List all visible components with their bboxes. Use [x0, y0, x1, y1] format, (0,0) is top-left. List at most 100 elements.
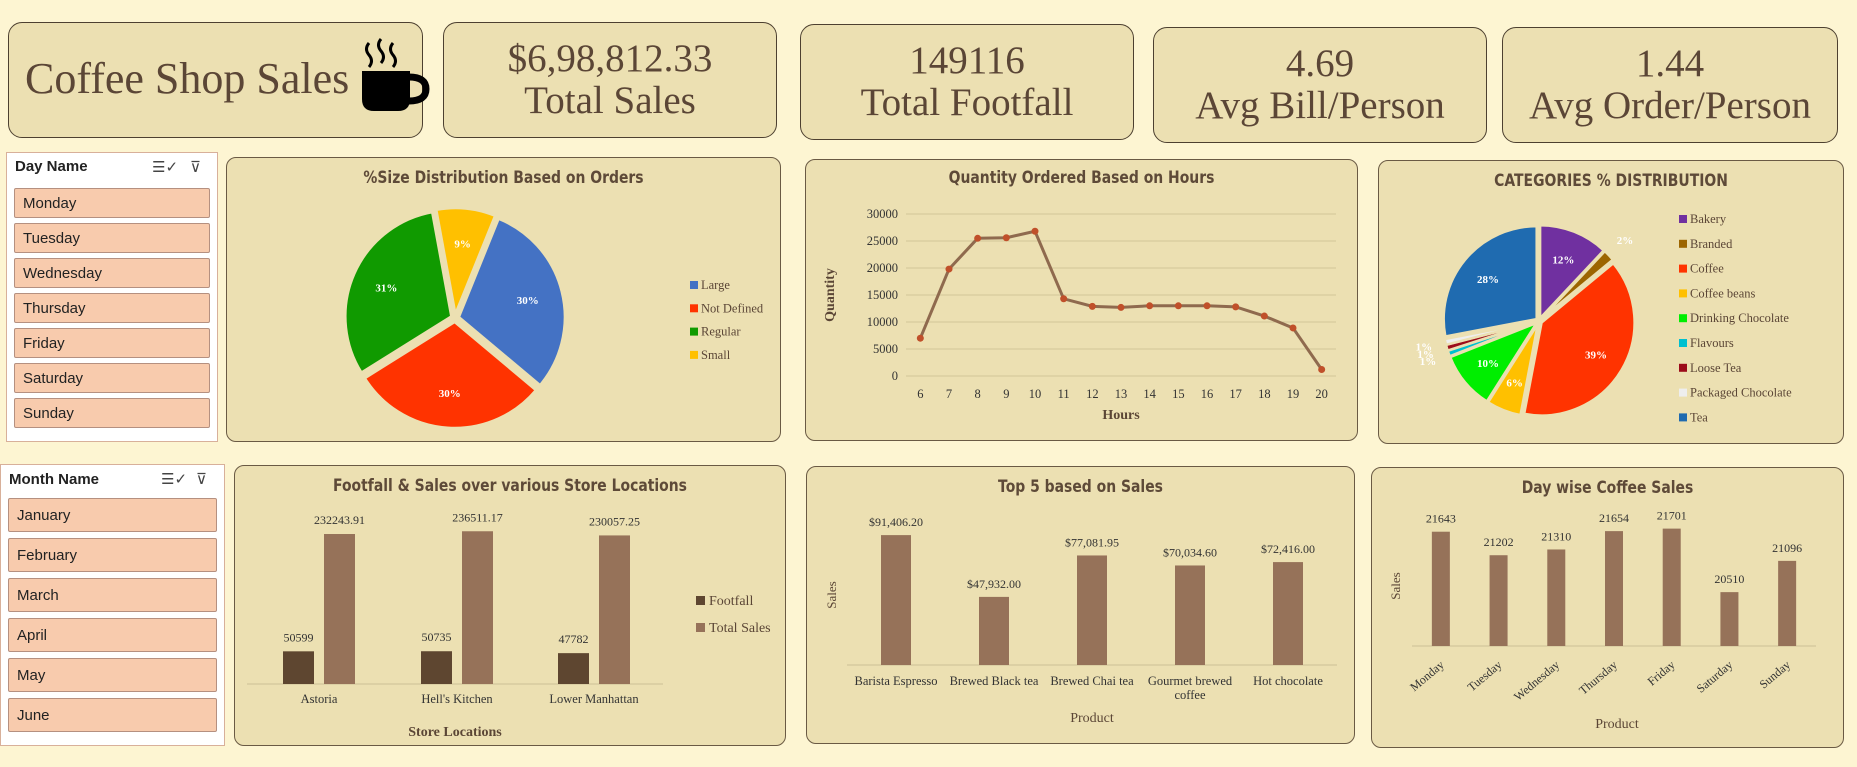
- slicer-item-march[interactable]: March: [8, 578, 217, 612]
- legend-entry: Large: [701, 278, 730, 292]
- bar: [1273, 562, 1303, 665]
- bar-data-label: 21310: [1541, 529, 1571, 543]
- legend-entry: Regular: [701, 325, 741, 339]
- bar: [1547, 549, 1566, 646]
- pie-data-label: 1%: [1416, 342, 1433, 354]
- y-tick-label: 10000: [867, 315, 898, 329]
- x-tick-label: Brewed Black tea: [950, 674, 1039, 688]
- slicer-item-sunday[interactable]: Sunday: [14, 398, 210, 428]
- bar-data-label: $47,932.00: [967, 577, 1021, 591]
- x-tick-label: 8: [975, 387, 981, 401]
- bar-data-label: 20510: [1714, 572, 1744, 586]
- bar-footfall: [558, 653, 589, 684]
- x-tick-label: Hell's Kitchen: [421, 692, 493, 706]
- multi-select-icon[interactable]: ☰✓: [161, 471, 188, 488]
- x-tick-label: 10: [1029, 387, 1042, 401]
- multi-select-icon[interactable]: ☰✓: [152, 159, 179, 176]
- x-tick-label: Saturday: [1694, 658, 1736, 696]
- clear-filter-icon[interactable]: ⊽: [196, 471, 207, 488]
- kpi-value: 149116: [909, 39, 1025, 82]
- kpi-avg-order: 1.44 Avg Order/Person: [1502, 27, 1838, 143]
- slicer-item-february[interactable]: February: [8, 538, 217, 572]
- hours-line-chart: Quantity Ordered Based on Hours 0 5000 100…: [805, 159, 1358, 441]
- x-axis-label: Hours: [1102, 408, 1140, 423]
- pie-slice-not-defined: [363, 320, 538, 430]
- legend-swatch: [690, 281, 698, 289]
- y-tick-label: 20000: [867, 261, 898, 275]
- x-axis-label: Store Locations: [408, 725, 502, 740]
- bar-data-label: 21654: [1599, 511, 1629, 525]
- slicer-item-monday[interactable]: Monday: [14, 188, 210, 218]
- legend-swatch: [690, 327, 698, 336]
- categories-pie-chart: CATEGORIES % DISTRIBUTION 12% 2% 39% 6% 10% 1…: [1378, 160, 1844, 444]
- x-tick-label: 6: [917, 387, 923, 401]
- x-tick-label: 7: [946, 387, 952, 401]
- bar-data-label: $77,081.95: [1065, 535, 1119, 549]
- pie-data-label: 2%: [1617, 235, 1634, 247]
- slicer-item-tuesday[interactable]: Tuesday: [14, 223, 210, 253]
- bar-data-label: 230057.25: [589, 514, 640, 528]
- bar-data-label: 50599: [284, 630, 314, 644]
- legend-swatch: [1679, 413, 1687, 422]
- legend-swatch: [1679, 289, 1687, 298]
- x-axis-label: Product: [1070, 711, 1114, 726]
- slicer-item-april[interactable]: April: [8, 618, 217, 652]
- data-point: [1203, 302, 1211, 310]
- legend-entry: Footfall: [709, 594, 753, 609]
- pie-slice-coffee-beans: [1486, 323, 1540, 417]
- legend-swatch: [1679, 314, 1687, 323]
- coffee-cup-icon: [362, 38, 430, 111]
- kpi-value: $6,98,812.33: [507, 37, 713, 80]
- x-tick-label: 11: [1058, 387, 1070, 401]
- slicer-item-wednesday[interactable]: Wednesday: [14, 258, 210, 288]
- pie-data-label: 30%: [517, 295, 539, 307]
- bar-data-label: 47782: [559, 632, 589, 646]
- pie-slice-regular: [344, 210, 453, 375]
- pie-data-label: 10%: [1477, 358, 1499, 370]
- legend-entry: Coffee: [1690, 262, 1724, 276]
- bar: [1077, 555, 1107, 665]
- slicer-item-friday[interactable]: Friday: [14, 328, 210, 358]
- legend-swatch: [696, 596, 705, 605]
- bar-data-label: $91,406.20: [869, 515, 923, 529]
- pie-data-label: 12%: [1552, 254, 1574, 266]
- chart-title: Top 5 based on Sales: [998, 477, 1163, 497]
- x-tick-label: 14: [1143, 387, 1156, 401]
- chart-title: Day wise Coffee Sales: [1521, 478, 1694, 498]
- kpi-total-sales: $6,98,812.33 Total Sales: [443, 22, 777, 138]
- x-tick-label: Tuesday: [1465, 658, 1505, 695]
- x-tick-label: 20: [1315, 387, 1328, 401]
- y-tick-label: 0: [892, 369, 898, 383]
- clear-filter-icon[interactable]: ⊽: [190, 159, 201, 176]
- x-tick-label: Astoria: [301, 692, 338, 706]
- data-point: [916, 334, 924, 342]
- pie-slice-packaged-chocolate: [1443, 320, 1537, 347]
- slicer-item-may[interactable]: May: [8, 658, 217, 692]
- pie-slice-tea: [1442, 224, 1538, 338]
- dashboard-title: Coffee Shop Sales: [25, 54, 350, 103]
- bar: [1778, 560, 1797, 646]
- legend-entry: Branded: [1690, 237, 1733, 251]
- x-tick-label: Hot chocolate: [1253, 674, 1323, 688]
- kpi-total-footfall: 149116 Total Footfall: [800, 24, 1134, 140]
- daywise-bar-chart: Day wise Coffee Sales 21643 Monday 21202 Tu…: [1371, 467, 1844, 748]
- pie-data-label: 31%: [375, 283, 397, 295]
- kpi-value: 4.69: [1285, 42, 1355, 85]
- chart-title: CATEGORIES % DISTRIBUTION: [1494, 171, 1728, 191]
- slicer-item-january[interactable]: January: [8, 498, 217, 532]
- slicer-item-thursday[interactable]: Thursday: [14, 293, 210, 323]
- slicer-item-june[interactable]: June: [8, 698, 217, 732]
- legend-swatch: [1679, 339, 1687, 347]
- dashboard-title-card: Coffee Shop Sales: [8, 22, 430, 138]
- bar-data-label: 50735: [422, 630, 452, 644]
- x-tick-label: 17: [1229, 387, 1242, 401]
- data-point: [1232, 303, 1240, 311]
- bar-data-label: 232243.91: [314, 513, 365, 527]
- data-point: [1146, 302, 1154, 310]
- legend-entry: Small: [701, 348, 731, 362]
- x-tick-label: Gourmet brewed: [1148, 674, 1233, 688]
- slicer-item-saturday[interactable]: Saturday: [14, 363, 210, 393]
- month-slicer: Month Name ☰✓ ⊽ January February March Apri…: [0, 464, 225, 746]
- legend-entry: Coffee beans: [1690, 286, 1756, 300]
- y-axis-label: Sales: [1388, 572, 1403, 599]
